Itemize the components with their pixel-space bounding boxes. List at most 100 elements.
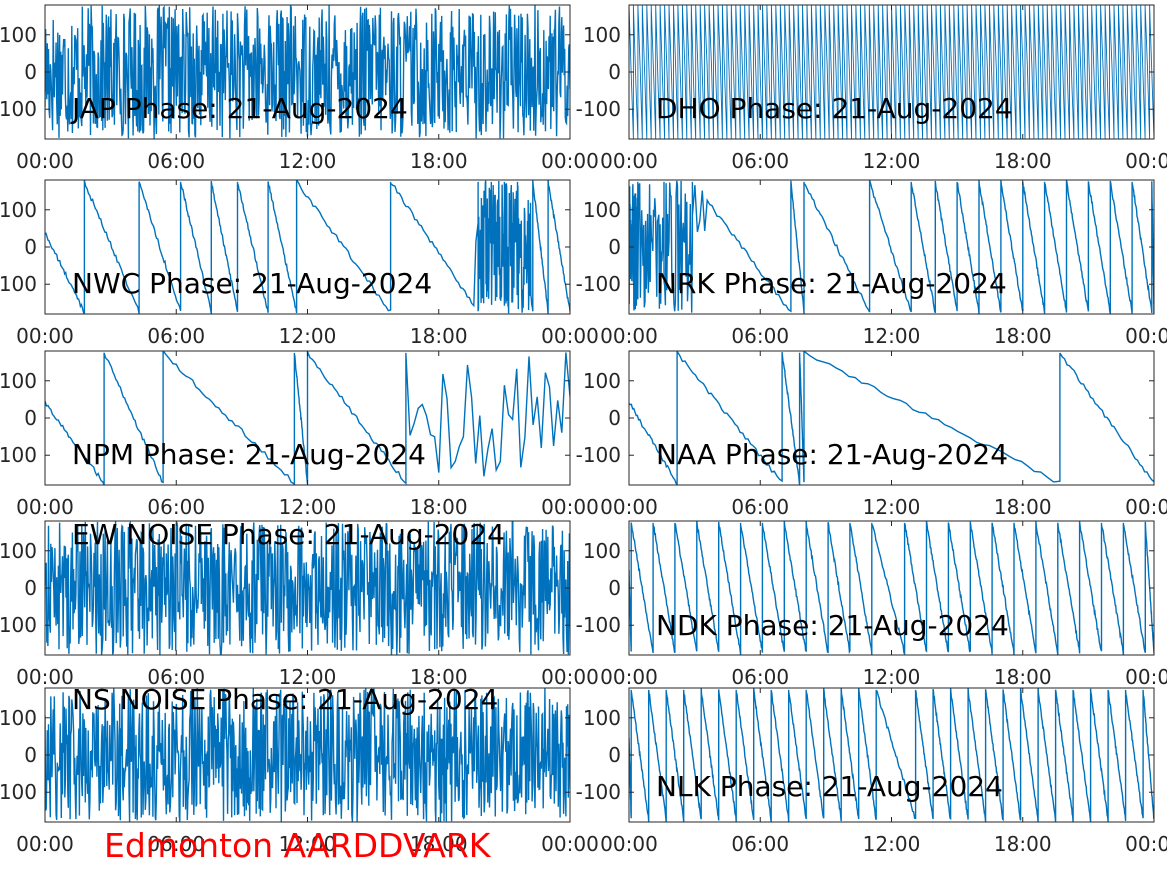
y-tick-label: 100 xyxy=(583,23,621,47)
subplot-title: NLK Phase: 21-Aug-2024 xyxy=(656,770,1003,803)
y-tick-label: 100 xyxy=(0,97,37,121)
x-tick-label: 00:00 xyxy=(541,324,599,348)
x-tick-label: 18:00 xyxy=(994,149,1052,173)
x-tick-label: 00:00 xyxy=(1125,149,1167,173)
x-tick-label: 00:00 xyxy=(541,149,599,173)
x-tick-label: 06:00 xyxy=(731,665,789,689)
x-tick-label: 00:00 xyxy=(1125,832,1167,856)
x-tick-label: 06:00 xyxy=(147,495,205,519)
x-tick-label: 00:00 xyxy=(541,495,599,519)
x-tick-label: 12:00 xyxy=(279,495,337,519)
x-tick-label: 00:00 xyxy=(600,832,658,856)
subplot-9: 100 0 -100 00:00 06:00 12:00 18:00 00:00 NLK Pha… xyxy=(576,687,1167,856)
subplot-1: 100 0 -100 00:00 06:00 12:00 18:00 00:00 DHO Pha… xyxy=(576,4,1167,173)
x-tick-label: 12:00 xyxy=(863,495,921,519)
y-tick-label: 0 xyxy=(24,743,37,767)
x-tick-label: 12:00 xyxy=(279,665,337,689)
y-tick-label: 0 xyxy=(24,576,37,600)
subplot-4: 100 0 100 00:00 06:00 12:00 18:00 00:00 NPM Phas… xyxy=(0,350,599,519)
x-tick-label: 12:00 xyxy=(279,832,337,856)
subplot-0: 100 0 100 00:00 06:00 12:00 18:00 00:00 JAP Phas… xyxy=(0,4,599,173)
y-tick-label: 100 xyxy=(583,369,621,393)
y-tick-label: 100 xyxy=(583,539,621,563)
subplot-title: JAP Phase: 21-Aug-2024 xyxy=(70,92,408,125)
x-tick-label: 18:00 xyxy=(994,495,1052,519)
x-tick-label: 12:00 xyxy=(863,324,921,348)
phase-series-line xyxy=(629,688,1154,822)
x-tick-label: 00:00 xyxy=(600,665,658,689)
subplot-5: 100 0 -100 00:00 06:00 12:00 18:00 00:00 NAA Pha… xyxy=(576,350,1167,519)
y-tick-label: 100 xyxy=(0,198,37,222)
x-tick-label: 06:00 xyxy=(147,832,205,856)
subplot-2: 100 0 100 00:00 06:00 12:00 18:00 00:00 NWC Phas… xyxy=(0,179,599,348)
x-tick-label: 00:00 xyxy=(541,832,599,856)
x-tick-label: 18:00 xyxy=(410,665,468,689)
x-tick-label: 00:00 xyxy=(541,665,599,689)
station-label: Edmonton AARDDVARK xyxy=(104,826,491,865)
y-tick-label: 0 xyxy=(24,235,37,259)
x-tick-label: 12:00 xyxy=(279,149,337,173)
y-tick-label: 0 xyxy=(608,406,621,430)
x-tick-label: 12:00 xyxy=(863,832,921,856)
x-tick-label: 18:00 xyxy=(410,149,468,173)
y-tick-label: -100 xyxy=(576,443,621,467)
x-tick-label: 00:00 xyxy=(16,832,74,856)
phase-series-line xyxy=(629,5,1154,139)
subplot-7: 100 0 -100 00:00 06:00 12:00 18:00 00:00 NDK Pha… xyxy=(576,520,1167,689)
phase-series-line xyxy=(629,521,1154,655)
subplot-title: NPM Phase: 21-Aug-2024 xyxy=(72,438,426,471)
phase-series-line xyxy=(629,180,1154,314)
y-tick-label: 0 xyxy=(608,60,621,84)
x-tick-label: 00:00 xyxy=(16,665,74,689)
y-tick-label: 100 xyxy=(0,780,37,804)
y-tick-label: 0 xyxy=(608,235,621,259)
x-tick-label: 18:00 xyxy=(994,324,1052,348)
subplot-title: NDK Phase: 21-Aug-2024 xyxy=(656,609,1009,642)
y-tick-label: 100 xyxy=(0,443,37,467)
x-tick-label: 06:00 xyxy=(147,324,205,348)
y-tick-label: 100 xyxy=(583,198,621,222)
y-tick-label: 100 xyxy=(0,539,37,563)
y-tick-label: 0 xyxy=(24,60,37,84)
x-tick-label: 00:00 xyxy=(600,149,658,173)
subplot-title: NWC Phase: 21-Aug-2024 xyxy=(72,267,432,300)
subplot-title: DHO Phase: 21-Aug-2024 xyxy=(656,92,1013,125)
x-tick-label: 06:00 xyxy=(731,324,789,348)
y-tick-label: 0 xyxy=(24,406,37,430)
phase-series-line xyxy=(45,351,570,485)
x-tick-label: 00:00 xyxy=(600,495,658,519)
y-tick-label: 100 xyxy=(0,369,37,393)
y-tick-label: 100 xyxy=(0,272,37,296)
phase-series-line xyxy=(45,521,570,655)
y-tick-label: -100 xyxy=(576,272,621,296)
subplot-8: 100 0 100 00:00 06:00 12:00 18:00 00:00 NS NOISE… xyxy=(0,683,599,856)
x-tick-label: 00:00 xyxy=(16,495,74,519)
y-tick-label: 100 xyxy=(583,706,621,730)
subplot-title: EW NOISE Phase: 21-Aug-2024 xyxy=(72,518,505,551)
x-tick-label: 18:00 xyxy=(994,832,1052,856)
y-tick-label: -100 xyxy=(576,780,621,804)
phase-series-line xyxy=(629,351,1154,485)
x-tick-label: 00:00 xyxy=(1125,495,1167,519)
x-tick-label: 00:00 xyxy=(600,324,658,348)
y-tick-label: 100 xyxy=(0,706,37,730)
phase-series-line xyxy=(45,180,570,314)
x-tick-label: 18:00 xyxy=(994,665,1052,689)
subplot-title: NRK Phase: 21-Aug-2024 xyxy=(656,267,1007,300)
y-tick-label: 100 xyxy=(0,613,37,637)
x-tick-label: 18:00 xyxy=(410,495,468,519)
y-tick-label: 100 xyxy=(0,23,37,47)
subplot-3: 100 0 -100 00:00 06:00 12:00 18:00 00:00 NRK Pha… xyxy=(576,179,1167,348)
subplot-title: NS NOISE Phase: 21-Aug-2024 xyxy=(72,683,498,716)
x-tick-label: 00:00 xyxy=(16,149,74,173)
x-tick-label: 06:00 xyxy=(147,149,205,173)
y-tick-label: 0 xyxy=(608,576,621,600)
x-tick-label: 00:00 xyxy=(16,324,74,348)
x-tick-label: 06:00 xyxy=(731,149,789,173)
y-tick-label: -100 xyxy=(576,613,621,637)
x-tick-label: 00:00 xyxy=(1125,665,1167,689)
x-tick-label: 12:00 xyxy=(279,324,337,348)
subplot-6: 100 0 100 00:00 06:00 12:00 18:00 00:00 EW NOISE… xyxy=(0,518,599,689)
x-tick-label: 12:00 xyxy=(863,149,921,173)
x-tick-label: 12:00 xyxy=(863,665,921,689)
